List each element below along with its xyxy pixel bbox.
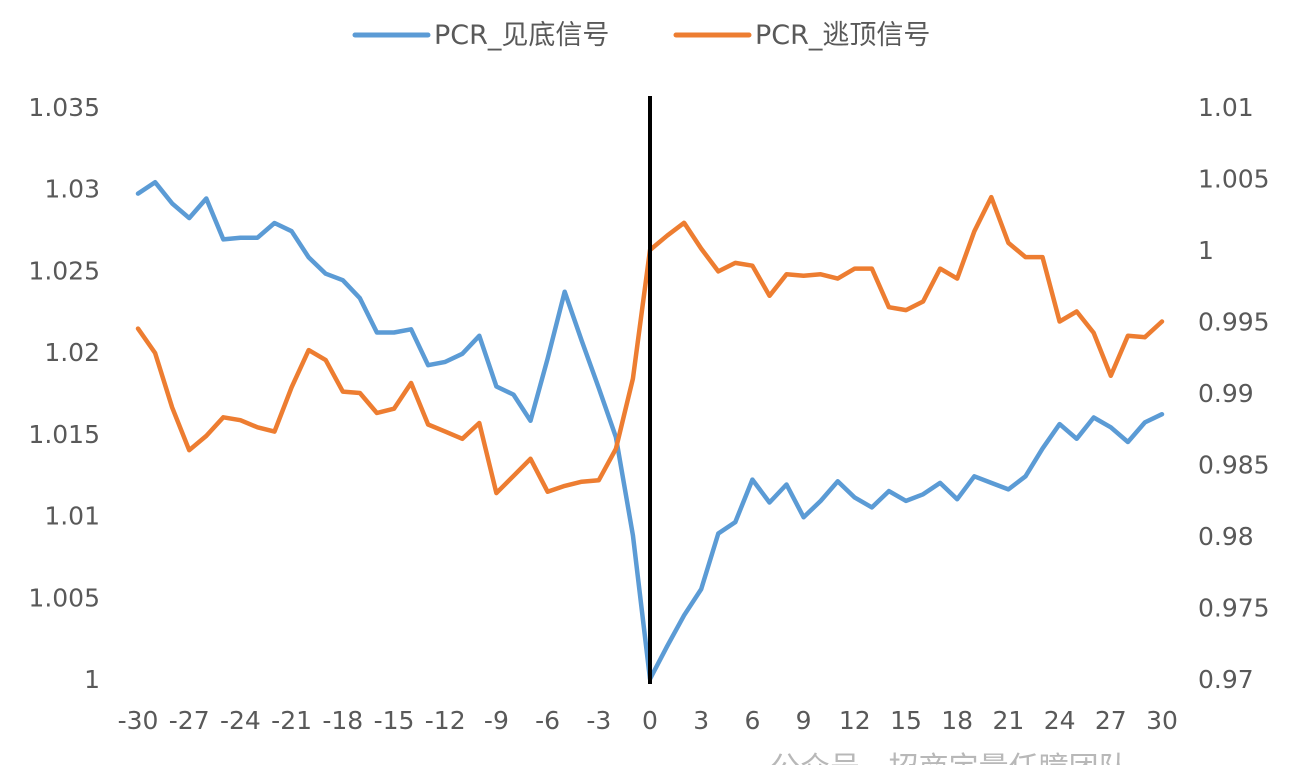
x-tick-label: -9 — [484, 706, 509, 735]
left-y-tick-label: 1.035 — [28, 93, 100, 122]
right-y-tick-label: 0.99 — [1198, 379, 1254, 408]
x-axis: -30 -27 -24 -21 -18 -15 -12 -9 -6 -3 0 3 6 9 12 15 18 21 2… — [118, 706, 1178, 735]
left-y-tick-label: 1.025 — [28, 256, 100, 285]
x-tick-label: 12 — [839, 706, 871, 735]
x-tick-label: 9 — [796, 706, 812, 735]
x-tick-label: -12 — [425, 706, 466, 735]
x-tick-label: 27 — [1095, 706, 1127, 735]
left-y-tick-label: 1.01 — [44, 502, 100, 531]
x-tick-label: -24 — [220, 706, 261, 735]
x-tick-label: 0 — [642, 706, 658, 735]
x-tick-label: -3 — [586, 706, 611, 735]
right-y-tick-label: 1 — [1198, 236, 1214, 265]
right-y-tick-label: 0.985 — [1198, 451, 1270, 480]
x-tick-label: 3 — [693, 706, 709, 735]
legend: PCR_见底信号 PCR_逃顶信号 — [352, 20, 930, 51]
x-tick-label: 18 — [941, 706, 973, 735]
left-y-tick-label: 1 — [84, 665, 100, 694]
x-tick-label: 24 — [1044, 706, 1076, 735]
left-y-tick-label: 1.005 — [28, 583, 100, 612]
x-tick-label: 21 — [992, 706, 1024, 735]
x-tick-label: 6 — [744, 706, 760, 735]
x-tick-label: 15 — [890, 706, 922, 735]
right-y-tick-label: 0.995 — [1198, 308, 1270, 337]
x-tick-label: -18 — [322, 706, 363, 735]
left-y-axis: 1 1.005 1.01 1.015 1.02 1.025 1.03 1.035 — [28, 93, 100, 694]
right-y-tick-label: 0.98 — [1198, 522, 1254, 551]
right-y-tick-label: 1.01 — [1198, 93, 1254, 122]
legend-label-2: PCR_逃顶信号 — [755, 20, 930, 51]
left-y-tick-label: 1.03 — [44, 175, 100, 204]
right-y-tick-label: 0.975 — [1198, 594, 1270, 623]
x-tick-label: -15 — [374, 706, 415, 735]
left-y-tick-label: 1.015 — [28, 420, 100, 449]
x-tick-label: 30 — [1146, 706, 1178, 735]
watermark: 公众号 · 招商定量任瞳团队 — [770, 751, 1129, 765]
x-tick-label: -6 — [535, 706, 560, 735]
x-tick-label: -30 — [118, 706, 159, 735]
right-y-tick-label: 0.97 — [1198, 665, 1254, 694]
legend-label-1: PCR_见底信号 — [434, 20, 609, 51]
right-y-tick-label: 1.005 — [1198, 165, 1270, 194]
right-y-axis: 0.97 0.975 0.98 0.985 0.99 0.995 1 1.005 1.01 — [1198, 93, 1270, 694]
x-tick-label: -27 — [169, 706, 210, 735]
left-y-tick-label: 1.02 — [44, 338, 100, 367]
x-tick-label: -21 — [271, 706, 312, 735]
